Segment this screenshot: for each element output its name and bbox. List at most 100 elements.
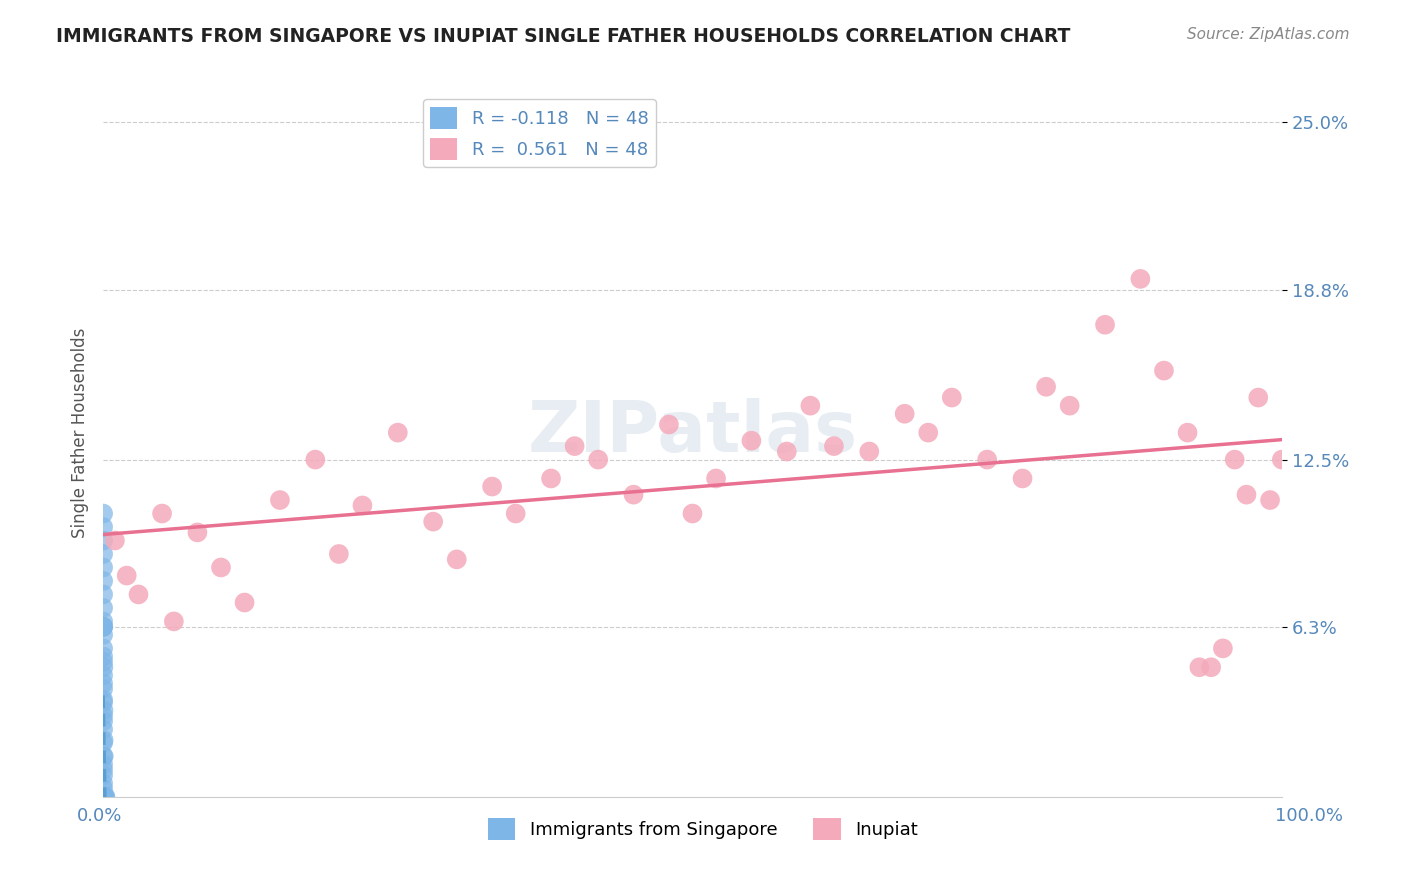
Point (352, 499, 374, 513)
Point (304, 452, 326, 467)
Point (91, 641, 114, 656)
Point (328, 547, 350, 561)
Point (91, 763, 114, 777)
Point (93, 749, 115, 764)
Point (823, 439, 845, 453)
Point (91, 757, 114, 772)
Point (91, 789, 114, 804)
Point (387, 425, 409, 440)
Point (233, 595, 256, 609)
Point (623, 488, 645, 502)
Point (91, 768, 114, 782)
Point (91, 620, 114, 634)
Legend: Immigrants from Singapore, Inupiat: Immigrants from Singapore, Inupiat (481, 811, 925, 847)
Point (104, 533, 127, 548)
Point (91, 714, 114, 729)
Point (1059, 399, 1081, 413)
Point (91, 574, 114, 588)
Text: IMMIGRANTS FROM SINGAPORE VS INUPIAT SINGLE FATHER HOUSEHOLDS CORRELATION CHART: IMMIGRANTS FROM SINGAPORE VS INUPIAT SIN… (56, 27, 1070, 45)
Point (115, 568, 138, 582)
Point (91, 520, 114, 534)
Point (91, 601, 114, 615)
Point (91, 723, 114, 737)
Point (91, 776, 114, 790)
Point (1271, 452, 1294, 467)
Text: 100.0%: 100.0% (1275, 807, 1343, 825)
Point (93, 703, 115, 717)
Point (91, 587, 114, 601)
Point (91, 655, 114, 669)
Point (93, 733, 115, 747)
Point (91, 708, 114, 723)
Point (150, 507, 173, 521)
Point (91, 676, 114, 690)
Point (127, 587, 149, 601)
Point (91, 789, 114, 804)
Point (269, 493, 291, 508)
Point (163, 615, 186, 629)
Point (422, 515, 444, 529)
Point (799, 399, 821, 413)
Point (93, 789, 115, 804)
Point (94, 789, 117, 804)
Point (1188, 660, 1211, 674)
Point (704, 471, 727, 485)
Point (481, 479, 503, 493)
Point (91, 533, 114, 548)
Text: Source: ZipAtlas.com: Source: ZipAtlas.com (1187, 27, 1350, 42)
Point (91, 789, 114, 804)
Point (1223, 452, 1246, 467)
Point (1011, 471, 1033, 485)
Point (91, 692, 114, 706)
Point (91, 789, 114, 804)
Point (91, 668, 114, 682)
Point (1129, 272, 1152, 286)
Point (540, 471, 562, 485)
Point (91, 560, 114, 574)
Text: 0.0%: 0.0% (77, 807, 122, 825)
Point (91, 695, 114, 709)
Point (91, 507, 114, 521)
Point (1236, 488, 1258, 502)
Point (976, 452, 998, 467)
Point (564, 439, 586, 453)
Point (1258, 493, 1281, 508)
Point (740, 434, 762, 448)
Point (91, 681, 114, 696)
Point (91, 620, 114, 634)
Point (1177, 425, 1199, 440)
Point (776, 444, 799, 458)
Point (658, 417, 681, 432)
Text: ZIPatlas: ZIPatlas (527, 398, 858, 467)
Point (93, 660, 115, 674)
Point (917, 425, 939, 440)
Point (1212, 641, 1234, 656)
Point (91, 620, 114, 634)
Point (94, 789, 117, 804)
Point (941, 391, 963, 405)
Point (505, 507, 527, 521)
Point (91, 649, 114, 664)
Point (91, 749, 114, 764)
Point (1199, 660, 1222, 674)
Y-axis label: Single Father Households: Single Father Households (72, 327, 89, 538)
Point (858, 444, 880, 458)
Point (446, 552, 468, 566)
Point (1035, 380, 1057, 394)
Point (91, 547, 114, 561)
Point (91, 628, 114, 642)
Point (586, 452, 609, 467)
Point (186, 525, 208, 540)
Point (91, 781, 114, 796)
Point (91, 789, 114, 804)
Point (91, 615, 114, 629)
Point (893, 407, 915, 421)
Point (1153, 363, 1175, 377)
Point (91, 789, 114, 804)
Point (1247, 391, 1270, 405)
Point (209, 560, 232, 574)
Point (93, 789, 115, 804)
Point (91, 736, 114, 750)
Point (91, 789, 114, 804)
Point (1094, 318, 1116, 332)
